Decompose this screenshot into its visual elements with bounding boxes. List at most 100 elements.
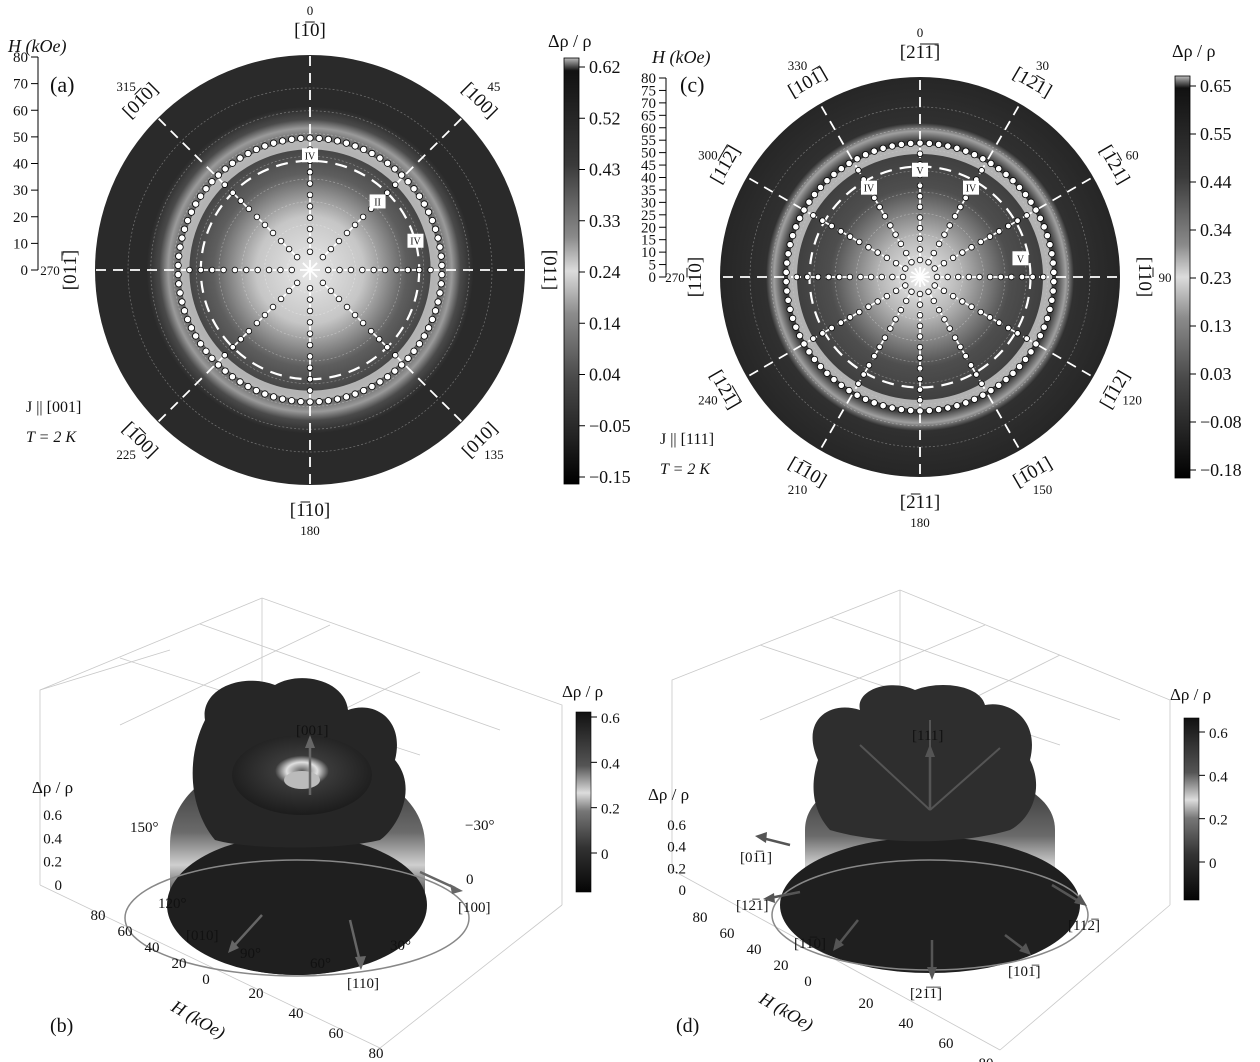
data-point	[1008, 273, 1015, 281]
z-tick-label: 0.2	[667, 861, 686, 877]
data-point	[384, 344, 391, 351]
data-point	[925, 139, 933, 148]
colorbar-tick-label: −0.18	[1200, 460, 1242, 480]
data-point	[845, 159, 853, 168]
data-point	[351, 142, 359, 150]
polar-spoke	[149, 269, 311, 431]
data-point	[420, 200, 428, 208]
data-point	[265, 266, 273, 274]
b-angle-90: 90°	[240, 946, 261, 962]
data-point	[187, 324, 196, 332]
panel-b-colorbar	[575, 711, 592, 893]
data-point	[935, 140, 943, 149]
colorbar-tick-label: −0.05	[589, 416, 631, 436]
angle-tick-label: 300	[698, 148, 718, 163]
arrow-100	[419, 870, 456, 890]
colorbar-tick-label: 0.03	[1200, 364, 1232, 384]
data-point	[1048, 250, 1056, 258]
data-point	[916, 235, 924, 242]
data-point	[1023, 212, 1030, 219]
data-point	[192, 332, 200, 340]
data-point	[940, 287, 948, 295]
data-point	[823, 369, 831, 377]
data-point	[870, 147, 878, 155]
z-tick-label: 0.6	[43, 808, 62, 824]
data-point	[360, 145, 368, 154]
dir-d-1-21: [12̅1]	[736, 898, 769, 914]
data-point	[916, 343, 924, 351]
data-point	[178, 298, 186, 306]
data-point	[327, 287, 335, 295]
data-point	[941, 316, 948, 323]
data-point	[253, 213, 261, 221]
h-axis-tick-label: 80	[641, 71, 656, 87]
dir-d-2-1-1: [21̅1̅]	[910, 986, 942, 1002]
data-point	[1015, 362, 1024, 371]
b-angle-60: 60°	[310, 956, 331, 972]
data-point	[1002, 375, 1010, 384]
b-angle-neg30: −30°	[465, 818, 494, 834]
data-point	[883, 292, 891, 300]
panel-b-h-label: H (kOe)	[167, 996, 229, 1044]
h-axis-tick-label: 25	[641, 208, 656, 224]
data-point	[359, 319, 367, 327]
data-point	[887, 222, 894, 229]
panel-b: [001] [010] [110] [100] 150° 120° 90° 60…	[32, 597, 620, 1062]
data-point	[261, 390, 269, 398]
data-point	[897, 306, 905, 314]
data-point	[897, 140, 905, 149]
data-point	[867, 273, 875, 281]
data-point	[1002, 170, 1010, 179]
data-point	[437, 252, 445, 260]
data-point	[916, 224, 924, 232]
data-point	[306, 330, 314, 337]
h-tick-label-left: 60	[118, 924, 133, 940]
data-point	[428, 315, 436, 324]
data-point	[306, 319, 314, 326]
data-point	[784, 250, 792, 258]
h-tick-label-left: 20	[774, 958, 789, 974]
data-point	[306, 203, 314, 210]
data-point	[959, 249, 966, 256]
data-point	[384, 189, 391, 196]
data-point	[916, 193, 924, 200]
angle-tick-label: 45	[487, 79, 500, 94]
b-angle-150: 150°	[130, 820, 159, 836]
data-point	[306, 364, 314, 372]
h-tick-label-left: 40	[747, 942, 762, 958]
h-axis-tick-label: 55	[641, 133, 656, 149]
data-point	[343, 303, 351, 311]
h-tick-label-left: 20	[172, 956, 187, 972]
z-tick-label: 0.4	[667, 840, 686, 856]
data-point	[861, 151, 870, 159]
data-point	[335, 237, 343, 245]
panel-d-direction-arrows	[761, 752, 1081, 972]
data-point	[1018, 273, 1026, 281]
data-point	[845, 386, 853, 395]
data-point	[792, 223, 800, 231]
direction-label: [21̅1̅]	[900, 42, 940, 63]
data-point	[343, 229, 351, 237]
panel-c-current: J || [111]	[660, 431, 714, 448]
direction-label: [1̅10]	[290, 500, 330, 521]
data-point	[892, 259, 900, 267]
data-point	[805, 348, 813, 356]
arrow-010	[231, 914, 263, 949]
h-axis-tick-label: 20	[13, 210, 28, 226]
data-point	[229, 189, 236, 196]
data-point	[368, 149, 376, 158]
angle-tick-label: 150	[1033, 482, 1053, 497]
data-point	[293, 279, 301, 287]
data-point	[404, 354, 412, 362]
data-point	[786, 241, 794, 249]
h-tick-label-bottom: 20	[859, 996, 874, 1012]
colorbar-tick-label: 0.62	[589, 57, 621, 77]
data-point	[1048, 296, 1056, 304]
data-point	[244, 149, 252, 158]
data-point	[804, 273, 811, 281]
panel-a-colorbar-label: Δρ / ρ	[548, 31, 592, 51]
data-point	[270, 139, 278, 147]
data-point	[306, 296, 314, 303]
data-point	[347, 266, 355, 274]
